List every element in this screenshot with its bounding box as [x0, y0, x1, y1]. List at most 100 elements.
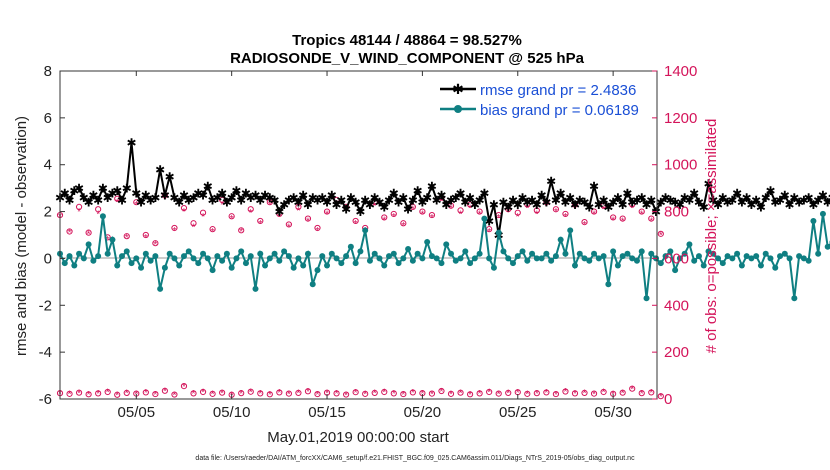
bias-point: [333, 255, 340, 262]
bias-point: [719, 260, 726, 267]
bias-point: [791, 295, 798, 302]
obs_low_possible-point: [495, 390, 502, 397]
bias-point: [548, 257, 555, 264]
rmse-point: ✱: [84, 196, 94, 210]
obs_low_assimilated-point: *: [497, 389, 501, 400]
bias-point: [476, 250, 483, 257]
obs_possible-point: [123, 233, 130, 240]
obs_assimilated-point: *: [373, 201, 377, 212]
bias-point: [309, 281, 316, 288]
obs_assimilated-point: *: [172, 226, 176, 237]
obs_low_possible-point: [257, 390, 264, 397]
rmse-point: ✱: [398, 191, 408, 205]
obs_assimilated-point: *: [211, 227, 215, 238]
bias-point: [295, 255, 302, 262]
bias-point: [648, 250, 655, 257]
rmse-point: ✱: [88, 189, 98, 203]
obs_low_assimilated-point: *: [335, 389, 339, 400]
obs_low_possible-point: [476, 390, 483, 397]
obs_low_possible-point: [362, 390, 369, 397]
rmse-line: [59, 142, 830, 236]
rmse-point: ✱: [575, 193, 585, 207]
obs_low_possible-point: [505, 389, 512, 397]
rmse-point: ✱: [632, 193, 642, 207]
obs_possible-point: [180, 204, 188, 212]
obs_possible-point: [85, 229, 92, 236]
bias-point: [376, 255, 383, 262]
bias-point: [509, 260, 516, 267]
obs_assimilated-point: *: [487, 227, 491, 238]
bias-point: [300, 262, 307, 269]
rmse-point: ✱: [546, 175, 556, 189]
rmse-point: ✱: [403, 203, 413, 217]
rmse-point: ✱: [246, 191, 256, 205]
obs_possible-point: [562, 210, 569, 218]
obs_assimilated-point: *: [430, 213, 434, 224]
obs_low_assimilated-point: *: [468, 390, 472, 401]
obs_assimilated-point: *: [296, 206, 300, 217]
obs_low_assimilated-point: *: [487, 388, 491, 399]
obs_possible-point: [571, 201, 579, 208]
bias-point: [352, 260, 359, 267]
bias-point: [443, 241, 450, 248]
obs_low_assimilated-point: *: [554, 390, 558, 401]
obs_assimilated-point: *: [583, 220, 587, 231]
rmse-point: ✱: [565, 191, 575, 205]
obs_low_assimilated-point: *: [268, 390, 272, 401]
rmse-point: ✱: [827, 191, 830, 205]
rmse-point: ✱: [780, 189, 790, 203]
obs_low_assimilated-point: *: [449, 390, 453, 401]
rmse-point: ✱: [188, 191, 198, 205]
bias-point: [357, 248, 364, 255]
bias-point: [304, 250, 311, 257]
obs_possible-point: [285, 221, 292, 228]
x-axis: 05/05 05/10 05/15 05/20 05/25 05/30: [118, 71, 632, 421]
rmse-point: ✱: [260, 189, 270, 203]
obs_possible-point: [323, 208, 331, 215]
obs_low_assimilated-point: *: [516, 388, 520, 399]
bias-point: [381, 262, 388, 269]
bias-point: [490, 264, 497, 271]
obs_low_assimilated-point: *: [563, 387, 567, 398]
obs_possible-point: [390, 210, 397, 218]
obs_low_assimilated-point: *: [354, 388, 358, 399]
obs_low_possible-point: [447, 390, 455, 397]
rmse-point: ✱: [432, 193, 442, 207]
rmse-point: ✱: [775, 193, 785, 207]
bias-point: [805, 257, 812, 264]
rmse-point: ✱: [250, 189, 260, 203]
bias-point: [681, 250, 688, 257]
bias-point: [762, 250, 769, 257]
rmse-point: ✱: [427, 179, 437, 193]
obs_low_possible-point: [304, 388, 312, 395]
obs_possible-point: [228, 213, 235, 220]
bias-point: [543, 250, 550, 257]
bias-point: [328, 250, 335, 257]
bias-point: [533, 255, 540, 262]
bias-point: [257, 250, 264, 257]
rmse-point: ✱: [460, 196, 470, 210]
bias-point: [824, 243, 830, 250]
bias-point: [796, 253, 803, 260]
bias-point: [748, 255, 755, 262]
y-tick-left-label: 8: [44, 63, 52, 80]
rmse-point: ✱: [718, 191, 728, 205]
bias-point: [810, 217, 817, 224]
bias-point: [562, 250, 569, 257]
bias-point: [61, 260, 68, 267]
bias-point: [638, 248, 645, 255]
bias-point: [524, 257, 531, 264]
obs_possible-point: [257, 217, 264, 225]
chart-title-line1: Tropics 48144 / 48864 = 98.527%: [292, 32, 522, 49]
bias-point: [772, 264, 779, 271]
obs_assimilated-point: *: [420, 209, 424, 220]
obs_possible-point: [304, 215, 312, 222]
obs_low_assimilated-point: *: [363, 390, 367, 401]
bias-point: [552, 253, 559, 260]
y-tick-right-label: 1400: [664, 63, 697, 80]
bias-point: [128, 260, 135, 267]
rmse-point: ✱: [360, 193, 370, 207]
bias-point: [180, 253, 187, 260]
obs_possible-point: [466, 201, 474, 208]
rmse-point: ✱: [317, 191, 327, 205]
